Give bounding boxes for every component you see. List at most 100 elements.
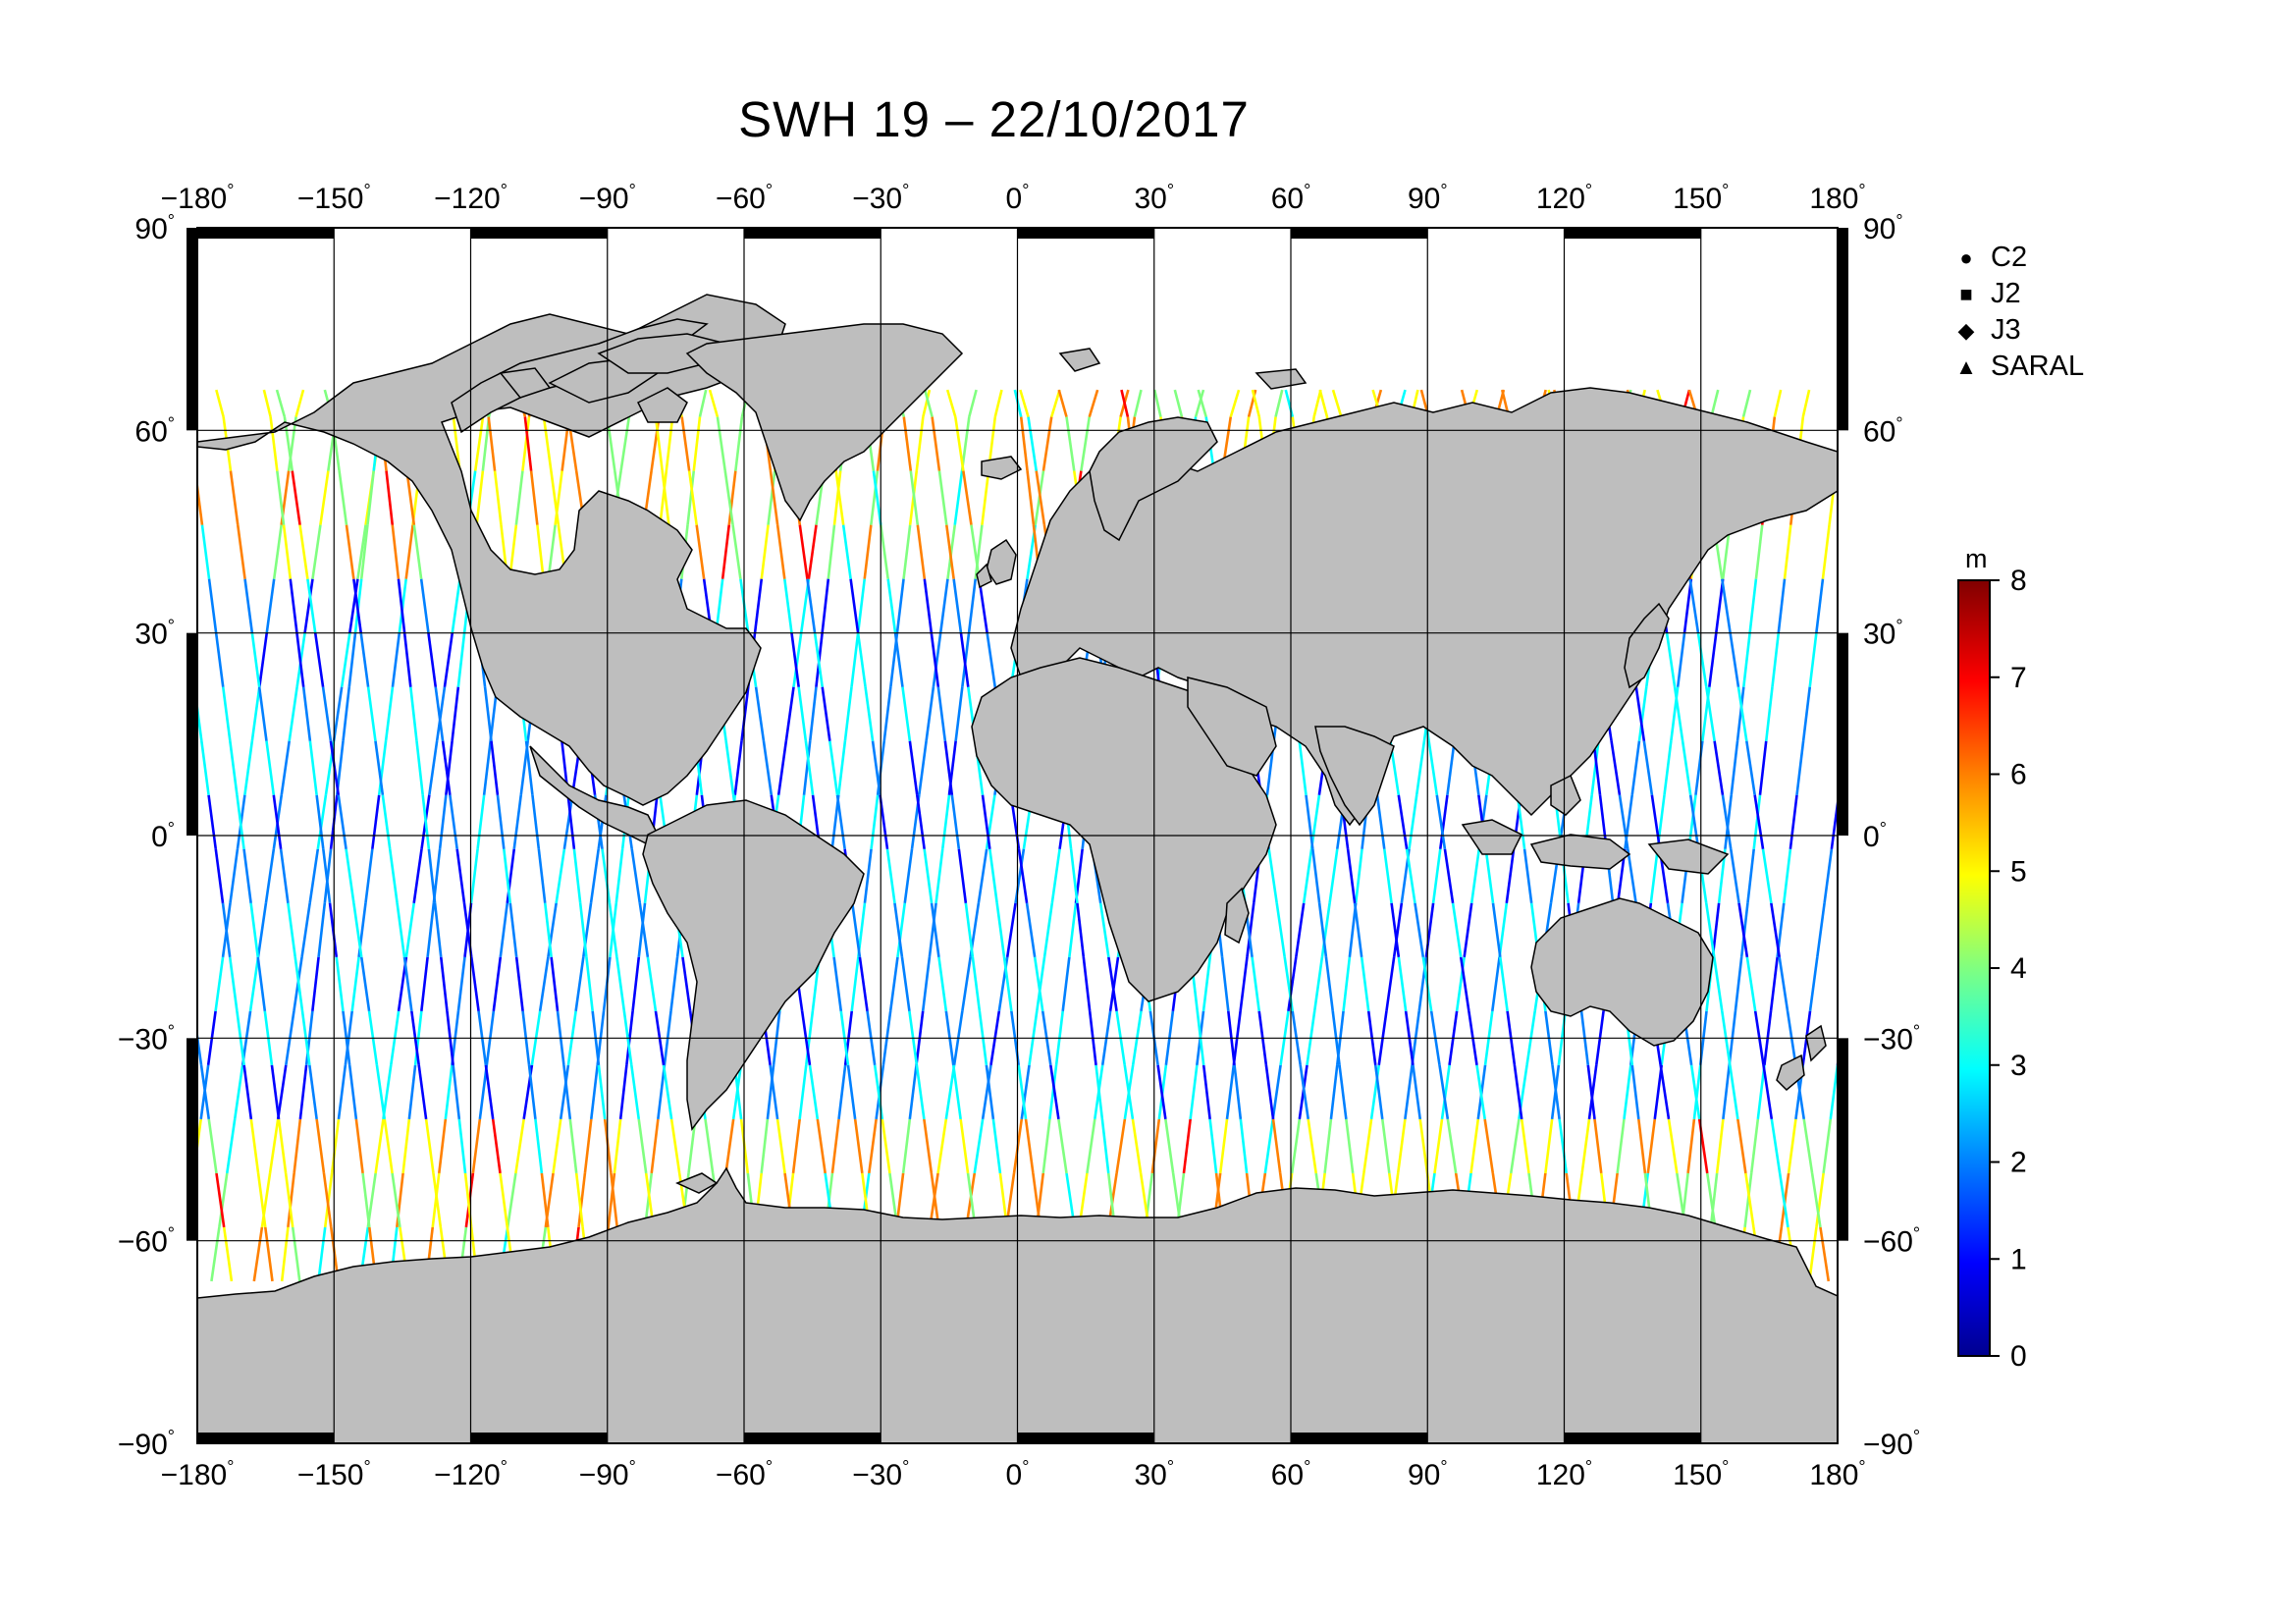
track-segment [1705, 686, 1716, 741]
track-segment [1880, 687, 1887, 741]
track-segment [986, 632, 997, 687]
track-segment [86, 390, 93, 417]
track-segment [1182, 1118, 1192, 1174]
track-segment [347, 632, 357, 687]
track-segment [832, 470, 842, 525]
track-segment [953, 416, 965, 471]
track-segment [317, 1226, 327, 1282]
track-segment [366, 686, 377, 741]
track-segment [828, 740, 839, 795]
legend-item: ● C2 [1953, 242, 2027, 274]
track-segment [1802, 1118, 1814, 1174]
frame-segment [1564, 228, 1701, 239]
track-segment [723, 470, 734, 525]
track-segment [923, 1118, 934, 1174]
track-segment [1427, 740, 1439, 795]
track-segment [1491, 902, 1502, 957]
track-segment [932, 632, 942, 687]
track-segment [1810, 1172, 1822, 1228]
track-segment [236, 524, 246, 579]
track-segment [179, 903, 187, 957]
track-segment [294, 956, 304, 1011]
track-segment [1042, 902, 1054, 957]
track-segment [407, 1064, 417, 1120]
track-segment [1246, 902, 1255, 957]
track-segment [330, 1118, 341, 1174]
colorbar-tick-label: 3 [2010, 1050, 2027, 1082]
track-segment [257, 686, 268, 741]
track-segment [863, 848, 873, 903]
track-segment [427, 632, 438, 687]
track-segment [300, 902, 311, 957]
track-segment [1646, 1118, 1657, 1174]
track-segment [968, 389, 978, 417]
track-segment [179, 1227, 186, 1281]
track-segment [614, 848, 624, 903]
track-segment [490, 740, 500, 795]
frame-segment [1564, 1433, 1701, 1443]
australia [1530, 897, 1714, 1047]
track-segment [322, 848, 332, 903]
track-segment [802, 740, 812, 795]
track-segment [1808, 632, 1818, 687]
latitude-label: 0° [151, 819, 175, 853]
track-segment [977, 848, 988, 903]
colorbar-ticks: 0 1 2 3 4 5 6 7 8 [1990, 565, 2027, 1373]
japan [1624, 602, 1670, 689]
track-segment [1164, 1118, 1175, 1174]
track-segment [100, 471, 107, 525]
track-segment [944, 1064, 956, 1120]
track-segment [321, 686, 333, 741]
track-segment [207, 1118, 218, 1174]
track-segment [537, 848, 547, 903]
track-segment [1197, 389, 1207, 417]
track-segment [171, 849, 179, 903]
track-segment [680, 416, 691, 471]
track-segment [740, 686, 750, 741]
legend-item: ◆ J3 [1953, 314, 2021, 347]
track-segment [356, 524, 367, 579]
track-segment [293, 1118, 302, 1174]
track-segment [1854, 1173, 1861, 1227]
track-segment [483, 686, 493, 741]
track-segment [850, 902, 862, 957]
track-segment [451, 578, 461, 633]
track-segment [1194, 389, 1205, 417]
legend-item: ▲ SARAL [1953, 351, 2084, 383]
track-segment [1623, 1064, 1632, 1120]
track-segment [1201, 956, 1211, 1011]
track-segment [332, 686, 344, 741]
track-segment [1754, 524, 1764, 579]
track-segment [145, 849, 152, 903]
track-segment [1017, 848, 1029, 903]
track-segment [954, 686, 964, 741]
track-segment [936, 686, 947, 741]
track-segment [1414, 902, 1425, 957]
track-segment [438, 1118, 448, 1174]
track-segment [455, 848, 466, 903]
track-segment [1642, 740, 1654, 795]
track-segment [1412, 1064, 1422, 1120]
track-segment [1807, 1226, 1818, 1282]
track-segment [1475, 1064, 1486, 1120]
legend-label: C2 [1991, 242, 2028, 273]
track-segment [133, 741, 139, 795]
track-segment [1225, 1064, 1236, 1120]
track-segment [1115, 1118, 1127, 1174]
track-segment [1061, 956, 1071, 1011]
track-segment [1317, 902, 1328, 957]
track-segment [552, 1118, 562, 1174]
track-segment [951, 1064, 962, 1120]
track-segment [543, 902, 553, 957]
track-segment [924, 389, 934, 417]
track-segment [1152, 389, 1162, 417]
track-segment [1712, 956, 1724, 1012]
track-segment [352, 578, 363, 633]
track-segment [445, 740, 454, 795]
track-segment [288, 686, 298, 741]
track-segment [1880, 957, 1887, 1011]
track-segment [1616, 1118, 1626, 1174]
track-segment [853, 1118, 864, 1174]
track-segment [1156, 1064, 1167, 1120]
